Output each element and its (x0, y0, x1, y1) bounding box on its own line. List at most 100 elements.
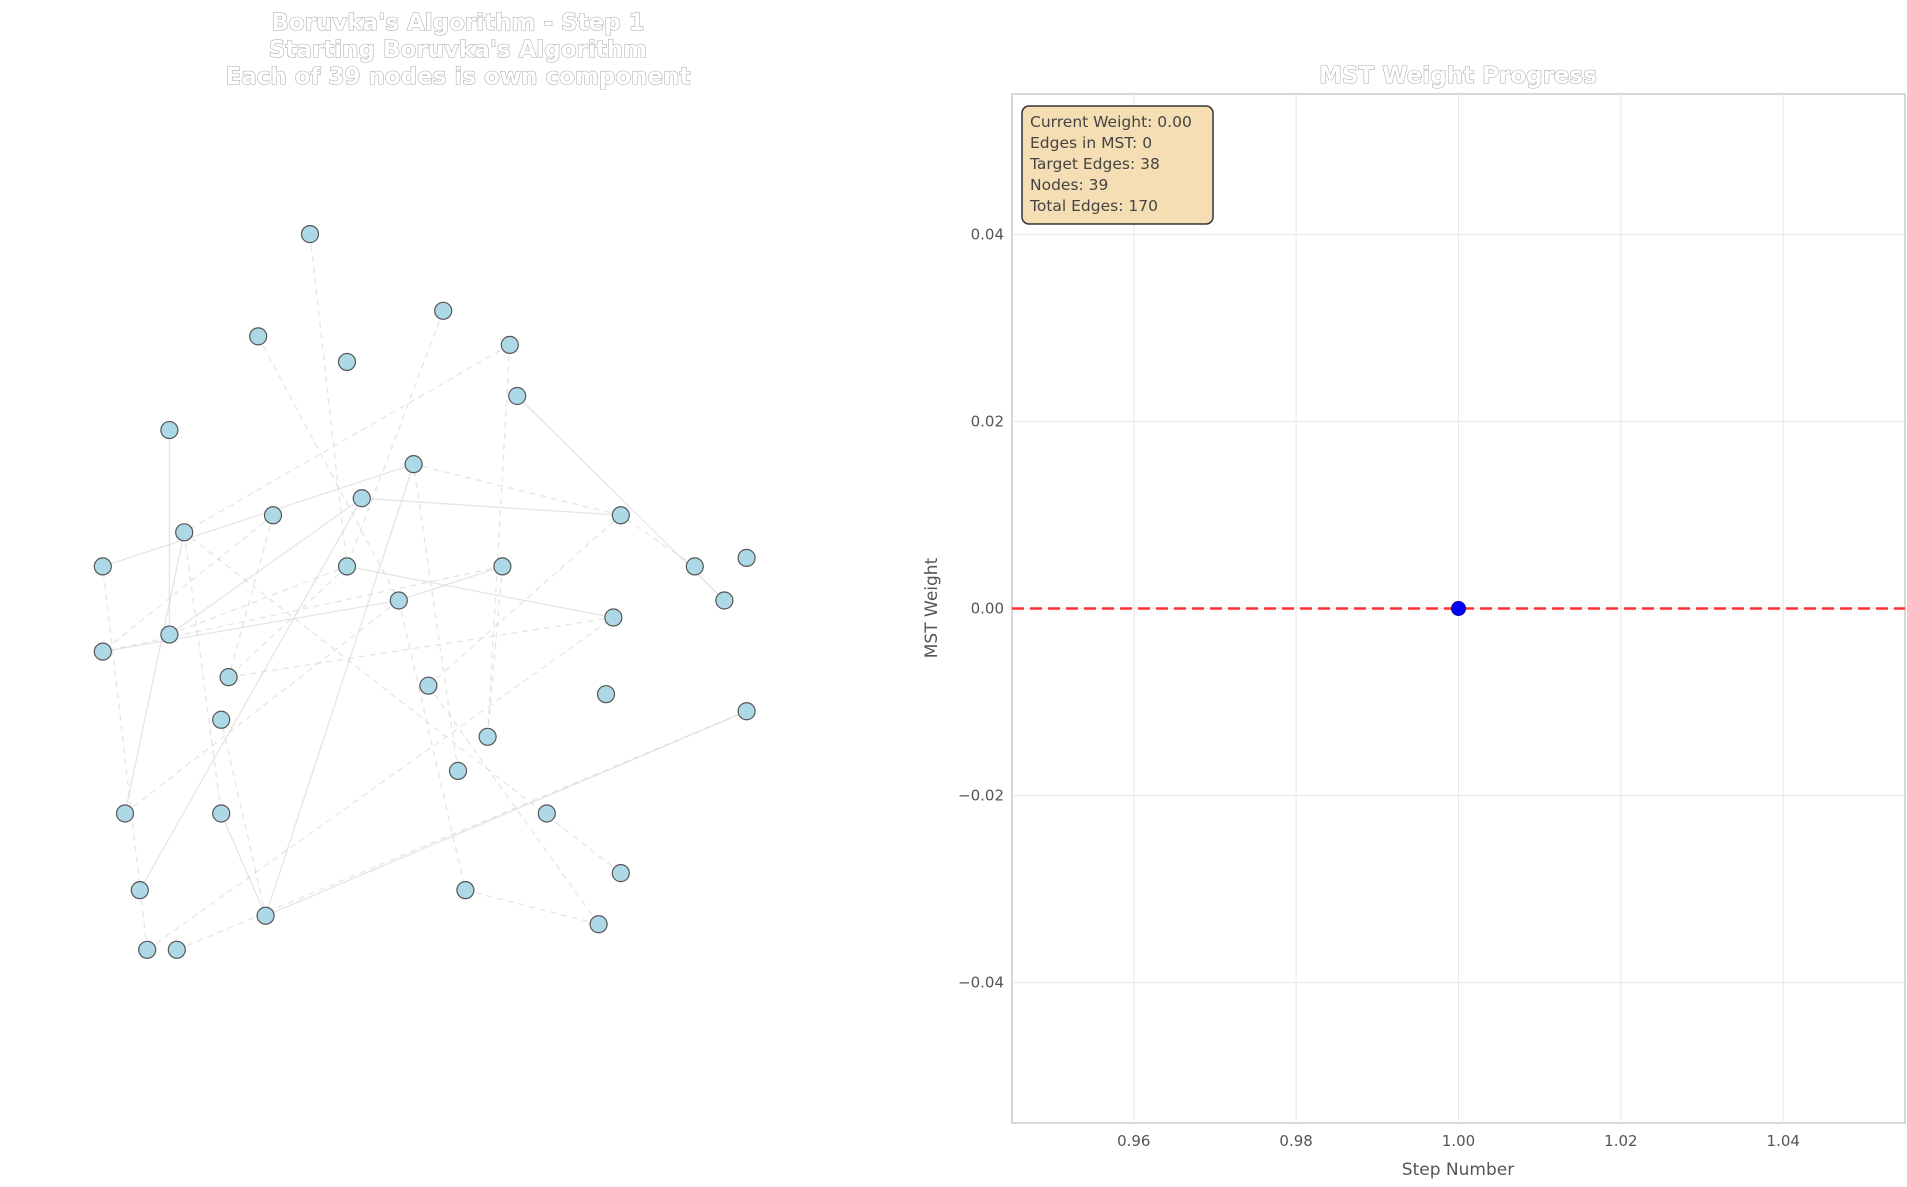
graph-edge (220, 719, 267, 916)
graph-node (456, 881, 475, 900)
graph-node (138, 940, 157, 959)
graph-node (337, 352, 357, 372)
graph-node (737, 548, 756, 567)
graph-edge (102, 514, 274, 653)
graph-panel: Boruvka's Algorithm - Step 1 Starting Bo… (93, 9, 756, 959)
graph-node (256, 906, 275, 925)
graph-edge (309, 234, 348, 567)
graph-edge (413, 463, 621, 516)
graph-node (448, 761, 468, 780)
x-tick-label: 1.02 (1604, 1132, 1637, 1150)
graph-edge (257, 336, 400, 601)
graph-edge (620, 514, 696, 567)
graph-node (500, 335, 519, 354)
graph-edge (227, 515, 274, 678)
graph-edge (124, 599, 400, 814)
graph-node (715, 591, 734, 610)
progress-panel: MST Weight Progress 0.96 0.98 1.00 1.02 1.04… (922, 62, 1906, 1180)
graph-title: Boruvka's Algorithm - Step 1 Starting Bo… (225, 9, 691, 90)
graph-node (493, 557, 512, 576)
graph-node (611, 506, 630, 525)
info-total-edges: Total Edges: 170 (1029, 197, 1158, 215)
y-axis-label: MST Weight (922, 557, 942, 658)
graph-node (737, 702, 756, 721)
graph-node (115, 804, 135, 823)
graph-node (537, 804, 556, 823)
graph-title-line-3: Each of 39 nodes is own component (225, 64, 690, 90)
graph-edge (398, 565, 503, 602)
graph-edge (346, 565, 614, 619)
graph-edge (486, 344, 511, 737)
graph-node (596, 685, 616, 704)
graph-node (508, 386, 527, 406)
graph-edge (102, 463, 414, 568)
graph-edge (124, 532, 185, 814)
graph-node (93, 557, 112, 576)
graph-edge (139, 497, 363, 891)
graph-edge (264, 463, 415, 916)
y-ticks: −0.04 −0.02 0.00 0.02 0.04 (958, 225, 1004, 991)
info-edges-in-mst: Edges in MST: 0 (1030, 134, 1152, 152)
info-target-edges: Target Edges: 38 (1029, 155, 1160, 173)
graph-edge (220, 813, 267, 916)
graph-edge (228, 565, 348, 678)
graph-node (167, 940, 186, 959)
info-box-background (1021, 105, 1214, 225)
graph-node (93, 642, 112, 661)
graph-node (404, 455, 423, 474)
graph-edge (183, 531, 622, 874)
y-tick-label: 0.04 (971, 225, 1004, 243)
graph-edge (102, 599, 399, 653)
graph-node (389, 591, 408, 610)
x-ticks: 0.96 0.98 1.00 1.02 1.04 (1117, 1132, 1800, 1150)
graph-edge (169, 497, 363, 636)
y-tick-label: 0.00 (971, 600, 1004, 618)
x-tick-label: 0.98 (1279, 1132, 1312, 1150)
graph-node (249, 327, 268, 346)
graph-nodes (93, 225, 756, 959)
graph-node (219, 668, 238, 687)
x-tick-label: 1.04 (1767, 1132, 1800, 1150)
graph-node (419, 676, 438, 695)
progress-title: MST Weight Progress (1319, 63, 1597, 89)
series-points (1451, 601, 1466, 616)
info-nodes: Nodes: 39 (1030, 176, 1108, 194)
graph-node (212, 804, 231, 823)
graph-edge (486, 566, 504, 737)
graph-edge (361, 497, 621, 516)
graph-node (160, 420, 179, 440)
graph-edge (228, 616, 614, 678)
graph-edge (102, 566, 148, 950)
graph-title-line-2: Starting Boruvka's Algorithm (269, 37, 647, 63)
y-tick-label: −0.04 (958, 974, 1004, 992)
graph-edge (346, 310, 444, 567)
y-tick-label: 0.02 (971, 412, 1004, 430)
x-tick-label: 1.00 (1442, 1132, 1475, 1150)
graph-node (130, 881, 149, 900)
graph-node (352, 489, 371, 508)
graph-node (337, 557, 357, 576)
graph-node (160, 625, 179, 644)
graph-edge (398, 600, 467, 891)
graph-node (589, 915, 608, 934)
info-current-weight: Current Weight: 0.00 (1030, 113, 1192, 131)
x-tick-label: 0.96 (1117, 1132, 1150, 1150)
graph-edge (102, 565, 503, 653)
graph-node (434, 301, 453, 320)
graph-edge (427, 514, 622, 687)
graph-node (263, 506, 283, 525)
graph-node (604, 608, 623, 627)
graph-edge (412, 464, 459, 771)
info-box: Current Weight: 0.00 Edges in MST: 0 Tar… (1021, 105, 1214, 225)
graph-node (611, 864, 630, 883)
graph-edge (465, 889, 599, 925)
x-axis-label: Step Number (1402, 1160, 1514, 1180)
graph-node (478, 727, 497, 746)
graph-node (300, 225, 320, 244)
graph-edge (146, 616, 614, 951)
graph-node (212, 710, 231, 729)
graph-node (175, 523, 194, 542)
graph-edge (183, 344, 511, 533)
mst-weight-point (1451, 601, 1466, 616)
